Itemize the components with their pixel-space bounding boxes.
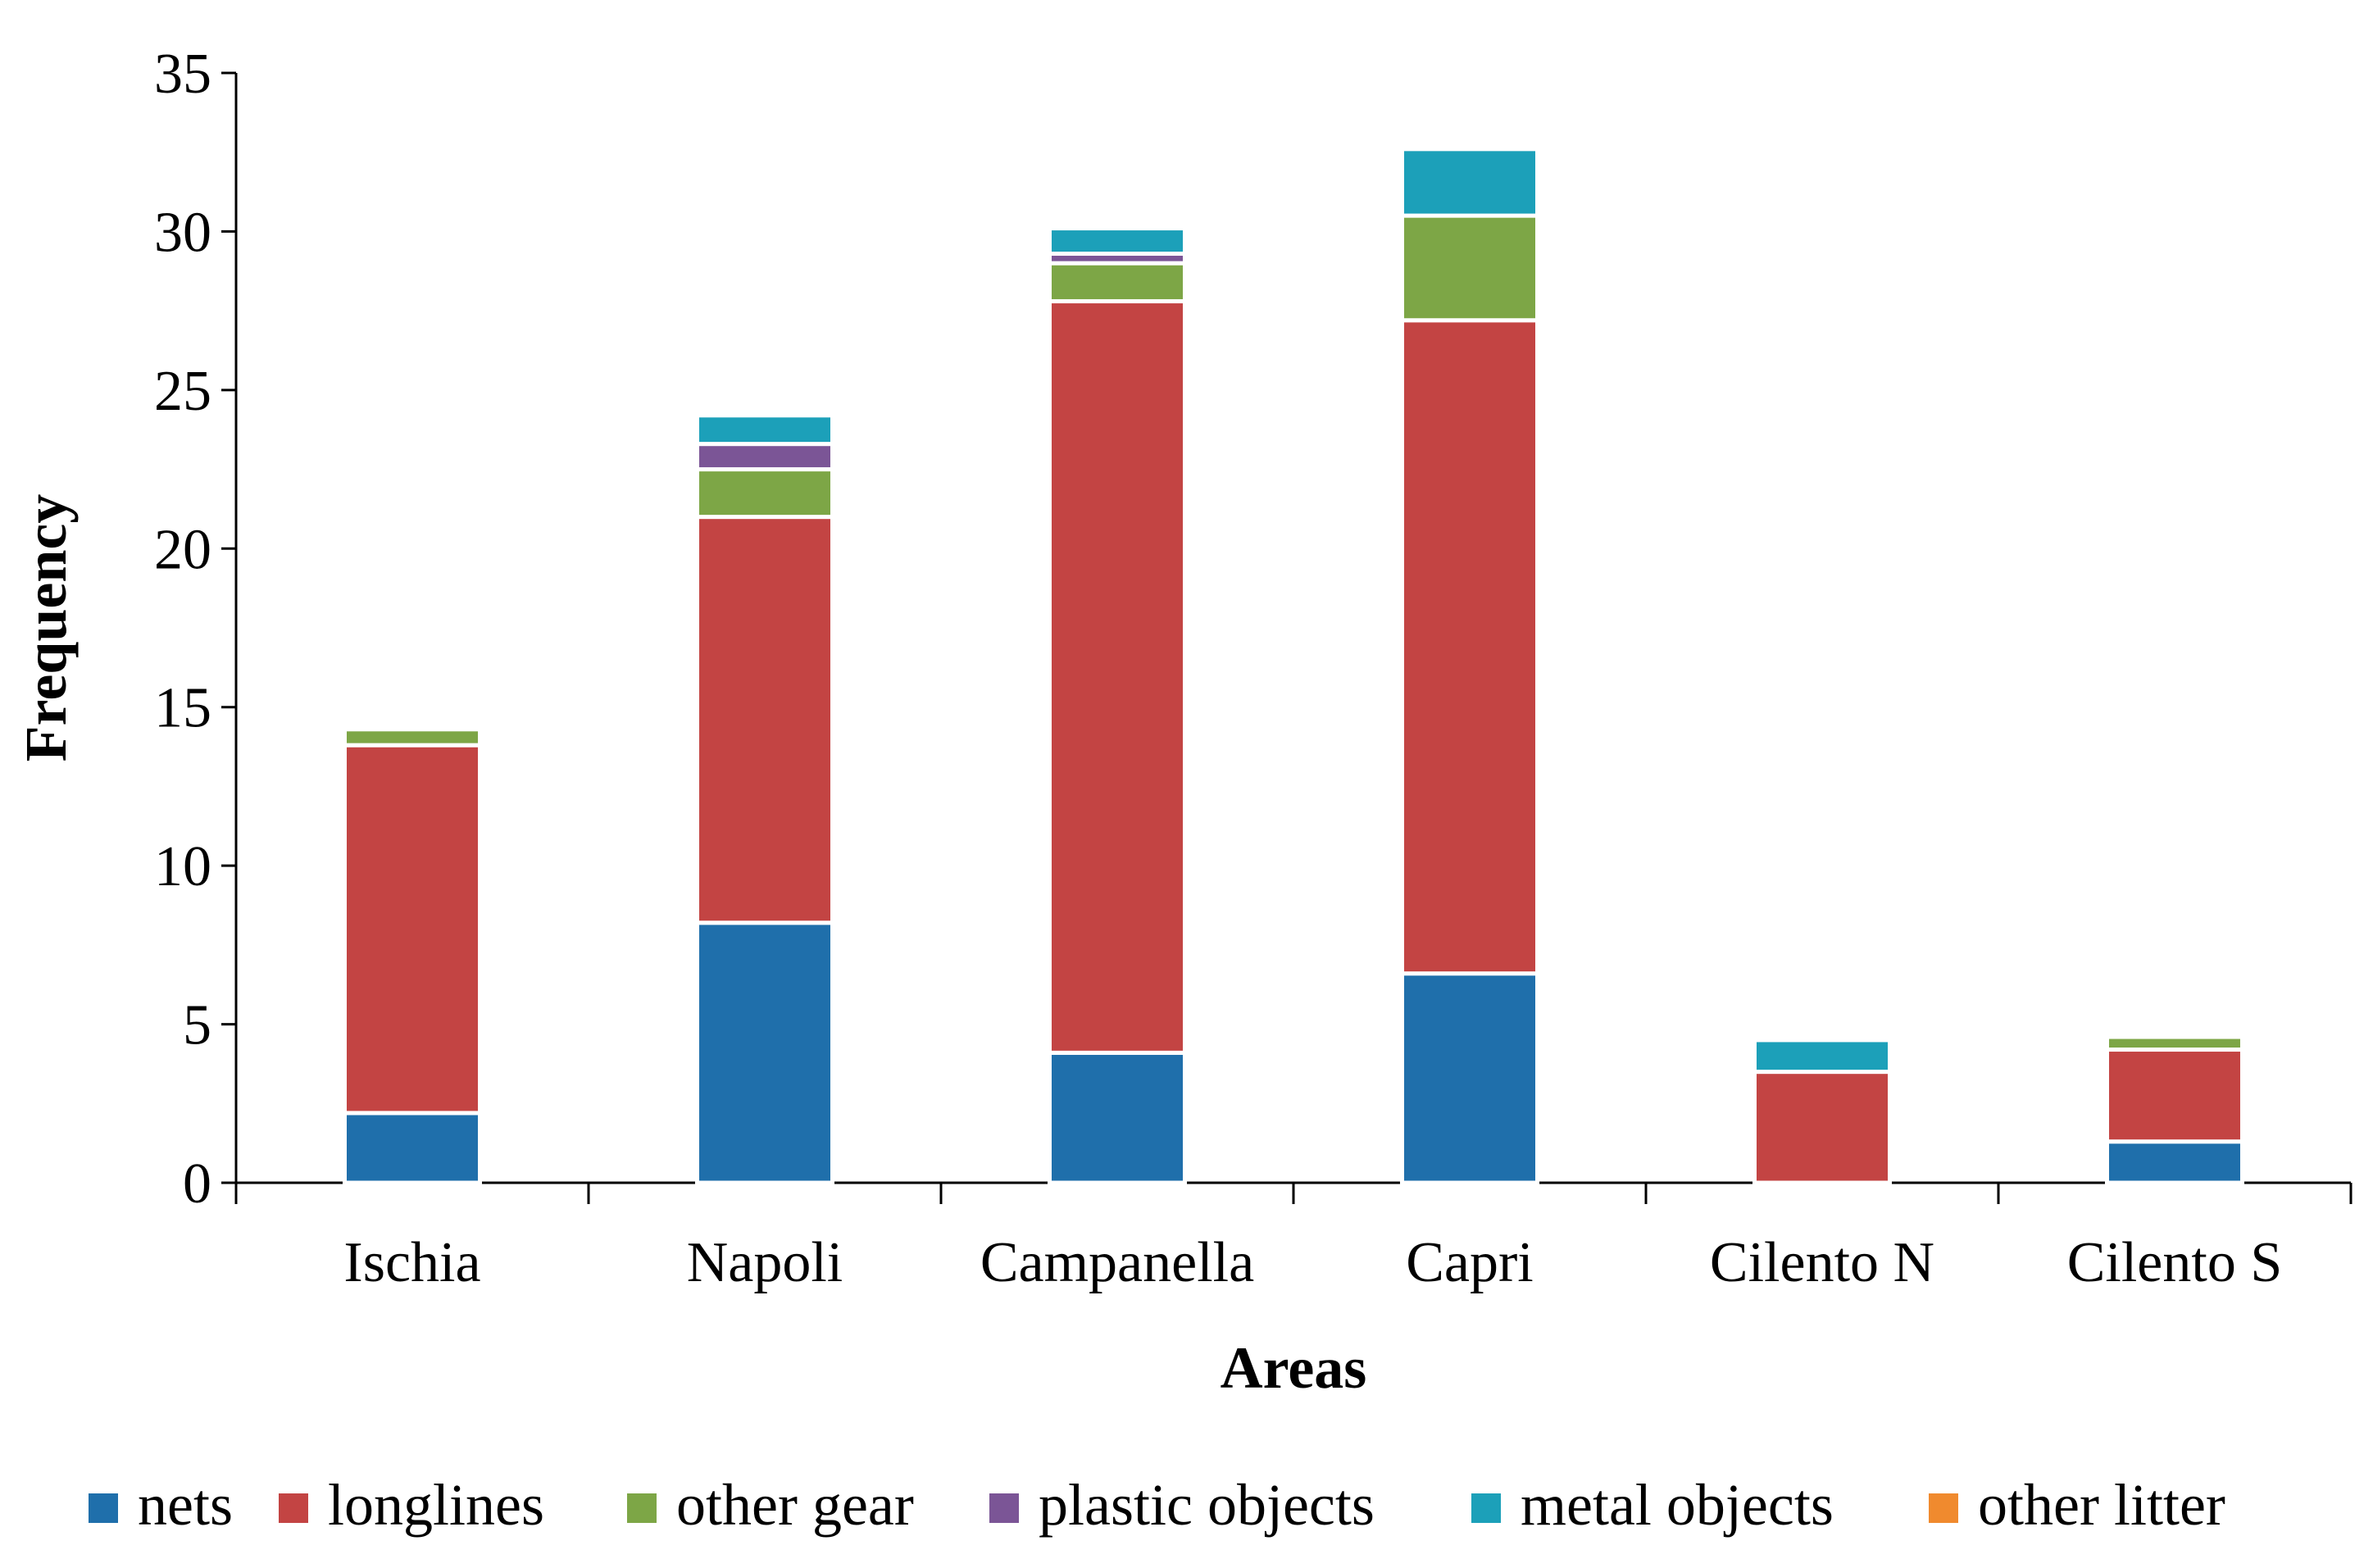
legend-label: longlines bbox=[328, 1472, 544, 1538]
legend: nets longlines other gear plastic objects me… bbox=[89, 1472, 2225, 1538]
bar-segment bbox=[695, 515, 834, 925]
legend-swatch bbox=[89, 1493, 118, 1523]
bar-segment bbox=[343, 727, 482, 748]
bar-segment bbox=[1048, 1050, 1187, 1185]
bar-segment bbox=[1752, 1070, 1892, 1185]
legend-swatch bbox=[989, 1493, 1019, 1523]
bar-segment bbox=[343, 1111, 482, 1185]
legend-swatch bbox=[1471, 1493, 1501, 1523]
x-tick-label: Napoli bbox=[687, 1231, 843, 1294]
bar-segment bbox=[695, 467, 834, 520]
bar-segment bbox=[1048, 299, 1187, 1055]
bar-segment bbox=[1400, 318, 1539, 976]
legend-swatch bbox=[1929, 1493, 1958, 1523]
y-tick-label: 25 bbox=[154, 360, 211, 423]
x-axis-title: Areas bbox=[1221, 1335, 1367, 1401]
y-tick-label: 5 bbox=[183, 994, 211, 1057]
axes-group bbox=[234, 73, 2351, 1184]
y-tick-label: 30 bbox=[154, 201, 211, 264]
bar-segment bbox=[2105, 1048, 2244, 1144]
x-tick-label: Cilento N bbox=[1710, 1231, 1934, 1294]
bar-segment bbox=[343, 743, 482, 1116]
y-tick-label: 15 bbox=[154, 677, 211, 740]
ticks-group: 0 5 10 15 20 25 30 35 Ischia Napoli Campanella Capr… bbox=[154, 43, 2353, 1294]
legend-label: other gear bbox=[676, 1472, 914, 1538]
bar-segment bbox=[1048, 261, 1187, 304]
x-tick-label: Capri bbox=[1406, 1231, 1534, 1294]
bar-segment bbox=[695, 920, 834, 1185]
legend-swatch bbox=[627, 1493, 657, 1523]
legend-label: other litter bbox=[1978, 1472, 2225, 1538]
legend-label: plastic objects bbox=[1039, 1472, 1375, 1538]
legend-label: nets bbox=[138, 1472, 233, 1538]
y-axis-title: Frequency bbox=[13, 494, 79, 762]
bar-segment bbox=[695, 413, 834, 447]
bar-segment bbox=[1400, 213, 1539, 323]
legend-label: metal objects bbox=[1521, 1472, 1834, 1538]
legend-swatch bbox=[279, 1493, 308, 1523]
bar-segment bbox=[1400, 971, 1539, 1185]
bar-segment bbox=[2105, 1139, 2244, 1185]
x-tick-label: Campanella bbox=[980, 1231, 1254, 1294]
y-tick-label: 20 bbox=[154, 518, 211, 581]
y-tick-label: 35 bbox=[154, 43, 211, 106]
bars-group bbox=[343, 147, 2244, 1185]
bar-segment bbox=[2105, 1034, 2244, 1052]
bar-segment bbox=[1752, 1038, 1892, 1075]
bar-segment bbox=[1048, 226, 1187, 257]
bar-segment bbox=[695, 442, 834, 472]
bar-segment bbox=[1400, 147, 1539, 218]
y-tick-label: 0 bbox=[183, 1152, 211, 1216]
x-tick-label: Cilento S bbox=[2067, 1231, 2283, 1294]
x-tick-label: Ischia bbox=[343, 1231, 480, 1294]
y-tick-label: 10 bbox=[154, 835, 211, 898]
